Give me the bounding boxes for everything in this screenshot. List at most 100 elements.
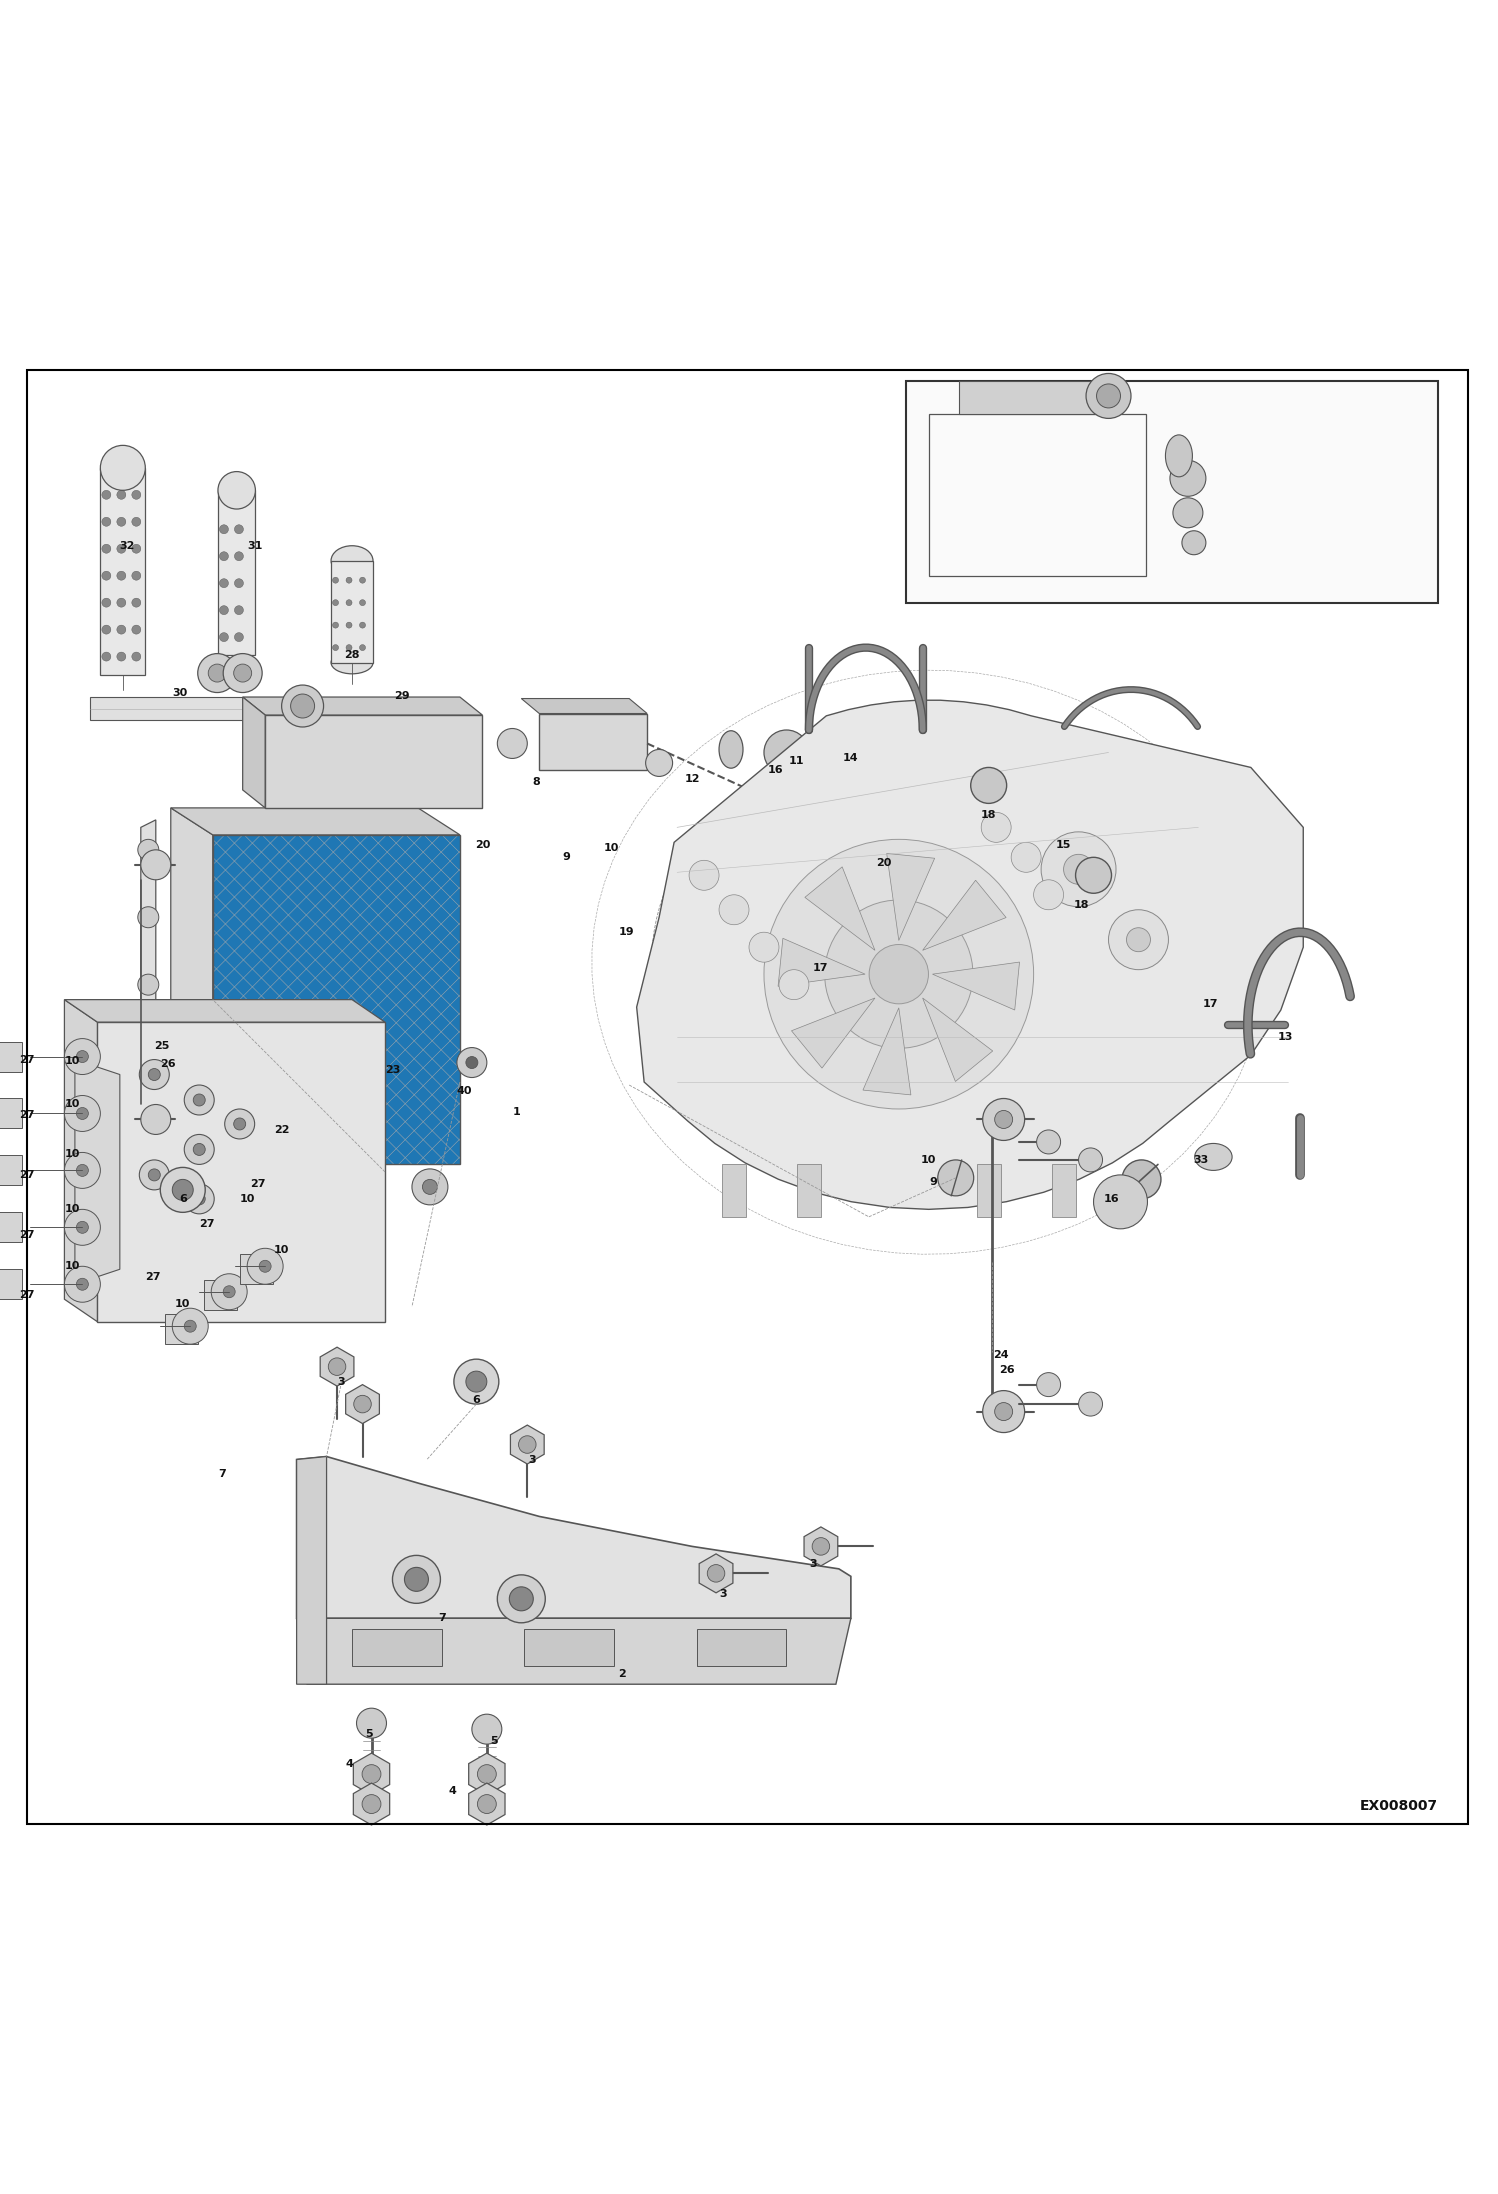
Text: 3: 3	[719, 1588, 728, 1599]
Circle shape	[219, 579, 228, 588]
Polygon shape	[141, 821, 156, 1156]
Text: 31: 31	[247, 540, 262, 551]
Text: 6: 6	[178, 1194, 187, 1205]
Ellipse shape	[331, 546, 373, 575]
Polygon shape	[297, 1457, 327, 1685]
Circle shape	[346, 645, 352, 652]
Circle shape	[234, 665, 252, 682]
Polygon shape	[804, 1527, 837, 1567]
Circle shape	[184, 1185, 214, 1213]
Text: 32: 32	[120, 540, 135, 551]
Polygon shape	[243, 698, 482, 715]
Circle shape	[76, 1222, 88, 1233]
Bar	[0, 1270, 22, 1299]
Circle shape	[259, 1259, 271, 1273]
Bar	[1052, 1165, 1076, 1218]
Text: 27: 27	[19, 1110, 34, 1119]
Text: 33: 33	[1194, 1154, 1209, 1165]
Circle shape	[141, 849, 171, 880]
Circle shape	[117, 599, 126, 608]
Text: 5: 5	[490, 1735, 499, 1746]
Circle shape	[971, 768, 1007, 803]
Text: 10: 10	[64, 1099, 79, 1110]
Circle shape	[472, 1714, 502, 1744]
Circle shape	[995, 1110, 1013, 1128]
Text: 23: 23	[385, 1064, 400, 1075]
Circle shape	[139, 1060, 169, 1090]
Circle shape	[247, 1248, 283, 1283]
Bar	[204, 1279, 237, 1310]
Circle shape	[100, 445, 145, 489]
Bar	[213, 836, 460, 1165]
Circle shape	[132, 518, 141, 527]
Circle shape	[132, 489, 141, 500]
Ellipse shape	[1195, 1143, 1231, 1169]
Circle shape	[64, 1209, 100, 1246]
Text: 5: 5	[364, 1729, 373, 1738]
Circle shape	[184, 1134, 214, 1165]
Polygon shape	[887, 853, 935, 941]
Circle shape	[1079, 1147, 1103, 1172]
Circle shape	[225, 1108, 255, 1139]
Bar	[352, 1628, 442, 1665]
Circle shape	[497, 728, 527, 759]
Circle shape	[117, 544, 126, 553]
Circle shape	[1011, 842, 1041, 873]
Text: 16: 16	[768, 766, 783, 774]
Circle shape	[466, 1371, 487, 1393]
Text: 4: 4	[345, 1760, 354, 1768]
Circle shape	[138, 840, 159, 860]
Circle shape	[102, 518, 111, 527]
Circle shape	[102, 625, 111, 634]
Circle shape	[509, 1586, 533, 1610]
Text: 1: 1	[512, 1108, 521, 1117]
Bar	[219, 489, 255, 656]
Polygon shape	[923, 880, 1007, 950]
Text: 8: 8	[532, 777, 541, 788]
Circle shape	[457, 1047, 487, 1077]
Text: 17: 17	[813, 963, 828, 974]
Circle shape	[234, 1119, 246, 1130]
Text: 3: 3	[337, 1376, 346, 1387]
Circle shape	[412, 1169, 448, 1205]
Text: EX008007: EX008007	[1360, 1799, 1438, 1812]
Bar	[959, 382, 1101, 415]
Polygon shape	[932, 961, 1020, 1009]
Circle shape	[981, 812, 1011, 842]
Circle shape	[333, 623, 339, 627]
Circle shape	[689, 860, 719, 891]
Circle shape	[64, 1095, 100, 1132]
Text: 18: 18	[981, 810, 996, 821]
Polygon shape	[64, 1000, 385, 1022]
Circle shape	[333, 599, 339, 606]
Circle shape	[76, 1051, 88, 1062]
Polygon shape	[791, 998, 875, 1068]
Circle shape	[404, 1567, 428, 1591]
Text: 25: 25	[154, 1042, 169, 1051]
Circle shape	[193, 1095, 205, 1106]
Circle shape	[64, 1038, 100, 1075]
Text: 40: 40	[457, 1086, 472, 1097]
Bar	[165, 1314, 198, 1345]
Text: 20: 20	[475, 840, 490, 851]
Circle shape	[1086, 373, 1131, 419]
Circle shape	[995, 1402, 1013, 1420]
Circle shape	[219, 551, 228, 562]
Circle shape	[360, 623, 366, 627]
Bar	[0, 1042, 22, 1071]
Circle shape	[312, 1194, 330, 1211]
Circle shape	[234, 524, 243, 533]
Circle shape	[172, 1308, 208, 1345]
Bar	[90, 698, 288, 720]
Text: 12: 12	[685, 774, 700, 785]
Circle shape	[219, 632, 228, 641]
Circle shape	[184, 1086, 214, 1115]
Circle shape	[64, 1266, 100, 1303]
Ellipse shape	[773, 731, 800, 774]
Text: 37: 37	[1408, 463, 1423, 474]
Text: 10: 10	[175, 1299, 190, 1310]
Circle shape	[363, 1795, 380, 1814]
Text: 36: 36	[948, 485, 963, 494]
Circle shape	[1094, 1176, 1147, 1229]
Text: 10: 10	[921, 1154, 936, 1165]
